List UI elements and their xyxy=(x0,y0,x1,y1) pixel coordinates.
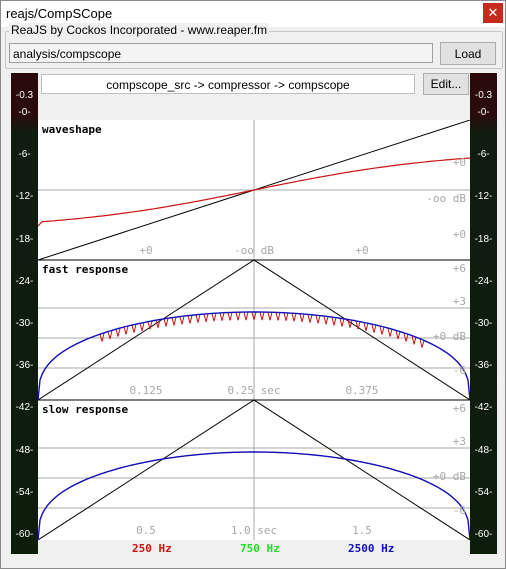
axis-label-right: +0 xyxy=(355,244,368,257)
fast-response-250hz-curve xyxy=(38,311,470,401)
meter-tick-label: -54- xyxy=(15,486,34,498)
input-level-meter: -0.3 -0- -6- -12- -18- -24- -30- -36- -42- -48- -… xyxy=(11,73,38,554)
level-label: -6 xyxy=(453,504,466,517)
close-icon: ✕ xyxy=(487,5,499,20)
title-bar[interactable]: reajs/CompSCope ✕ xyxy=(1,1,505,27)
slow-response-2500hz-curve xyxy=(38,451,470,540)
axis-label-center: 0.25 sec xyxy=(228,384,281,397)
meter-tick-label: -24- xyxy=(474,275,493,287)
meter-tick-label: -18- xyxy=(15,233,34,245)
level-label: -oo dB xyxy=(426,192,466,205)
level-label: +3 xyxy=(453,295,466,308)
edit-button[interactable]: Edit... xyxy=(423,73,469,95)
meter-tick-label: -0- xyxy=(18,107,31,118)
scope-display: waveshape +0 -oo dB +0 +0 -oo dB +0 fast respon… xyxy=(38,120,470,540)
axis-label-right: 1.5 xyxy=(352,524,372,537)
meter-tick-label: -6- xyxy=(477,149,490,161)
meter-tick-label: -48- xyxy=(474,444,493,456)
effect-path-field[interactable]: analysis/compscope xyxy=(9,43,433,63)
meter-tick-label: -12- xyxy=(15,191,34,203)
axis-label-right: 0.375 xyxy=(345,384,378,397)
output-level-meter: -0.3 -0- -6- -12- -18- -24- -30- -36- -42- -48- -… xyxy=(470,73,497,554)
peak-readout: -0.3 xyxy=(15,90,34,101)
legend-2500hz: 2500 Hz xyxy=(348,542,395,555)
axis-label-left: 0.125 xyxy=(129,384,162,397)
level-label: +0 xyxy=(453,156,466,169)
meter-tick-label: -30- xyxy=(474,318,493,329)
meter-tick-label: -60- xyxy=(474,529,493,540)
panel-title: fast response xyxy=(42,263,128,276)
meter-tick-label: -48- xyxy=(15,444,34,456)
level-label: +6 xyxy=(453,262,466,275)
meter-tick-label: -0- xyxy=(477,107,490,118)
routing-text: compscope_src -> compressor -> compscope xyxy=(106,78,350,92)
fast-response-reference-envelope xyxy=(38,259,470,401)
window-title: reajs/CompSCope xyxy=(6,6,113,21)
meter-tick-label: -36- xyxy=(474,360,493,372)
close-button[interactable]: ✕ xyxy=(483,3,503,23)
fast-response-2500hz-curve xyxy=(38,311,470,401)
axis-label-center: 1.0 sec xyxy=(231,524,277,537)
legend-250hz: 250 Hz xyxy=(132,542,172,555)
meter-tick-label: -18- xyxy=(474,233,493,245)
meter-tick-label: -6- xyxy=(18,149,31,161)
level-label: +3 xyxy=(453,435,466,448)
routing-display: compscope_src -> compressor -> compscope xyxy=(41,74,415,94)
meter-tick-label: -42- xyxy=(15,402,34,414)
panel-title: waveshape xyxy=(42,123,102,136)
level-label: +0 dB xyxy=(433,470,466,483)
legend-750hz: 750 Hz xyxy=(240,542,280,555)
panel-title: slow response xyxy=(42,403,128,416)
axis-label-center: -oo dB xyxy=(234,244,274,257)
level-label: +0 dB xyxy=(433,330,466,343)
slow-response-reference-envelope xyxy=(38,399,470,540)
axis-label-left: +0 xyxy=(139,244,152,257)
axis-label-left: 0.5 xyxy=(136,524,156,537)
level-label: -6 xyxy=(453,364,466,377)
meter-tick-label: -54- xyxy=(474,486,493,498)
level-label: +6 xyxy=(453,402,466,415)
meter-tick-label: -60- xyxy=(15,529,34,540)
meter-tick-label: -30- xyxy=(15,318,34,329)
load-button[interactable]: Load xyxy=(440,42,496,65)
meter-tick-label: -24- xyxy=(15,275,34,287)
meter-tick-label: -12- xyxy=(474,191,493,203)
level-label: +0 xyxy=(453,228,466,241)
group-label: ReaJS by Cockos Incorporated - www.reape… xyxy=(9,23,270,37)
peak-readout: -0.3 xyxy=(474,90,493,101)
waveshape-curve xyxy=(38,157,470,227)
meter-tick-label: -42- xyxy=(474,402,493,414)
meter-tick-label: -36- xyxy=(15,360,34,372)
